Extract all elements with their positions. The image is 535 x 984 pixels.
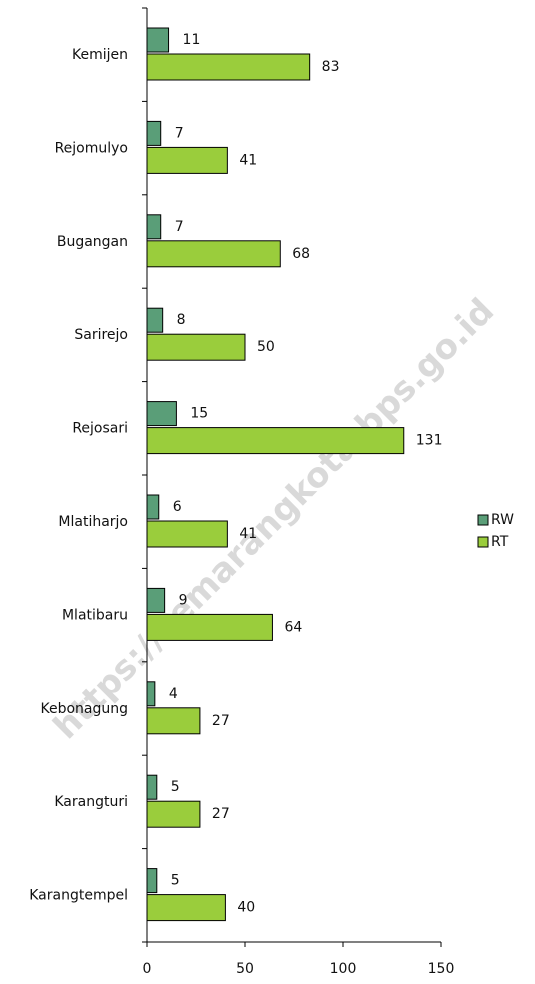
bar xyxy=(146,27,170,53)
value-label: 131 xyxy=(416,433,443,449)
legend-swatch xyxy=(477,514,489,526)
bar xyxy=(146,240,281,268)
bar xyxy=(146,868,158,894)
category-label: Kebonagung xyxy=(40,701,128,717)
bar xyxy=(146,520,228,548)
value-label: 5 xyxy=(171,873,180,889)
category-label: Karangturi xyxy=(54,794,128,810)
value-label: 8 xyxy=(177,312,186,328)
x-tick-label: 100 xyxy=(330,961,357,977)
value-label: 27 xyxy=(212,806,230,822)
x-tick-label: 50 xyxy=(236,961,254,977)
bar xyxy=(146,401,177,427)
value-label: 64 xyxy=(284,619,302,635)
category-label: Karangtempel xyxy=(29,888,128,904)
value-label: 15 xyxy=(190,406,208,422)
value-label: 41 xyxy=(239,526,257,542)
bar xyxy=(146,146,228,174)
value-label: 7 xyxy=(175,125,184,141)
category-label: Bugangan xyxy=(57,234,128,250)
value-label: 5 xyxy=(171,779,180,795)
value-label: 40 xyxy=(237,900,255,916)
category-label: Rejomulyo xyxy=(55,140,128,156)
bar xyxy=(146,613,273,641)
category-label: Mlatiharjo xyxy=(58,514,128,530)
value-label: 50 xyxy=(257,339,275,355)
category-label: Kemijen xyxy=(72,47,128,63)
value-label: 83 xyxy=(322,59,340,75)
x-tick-label: 150 xyxy=(428,961,455,977)
bar xyxy=(146,333,246,361)
bar xyxy=(146,681,156,707)
value-label: 4 xyxy=(169,686,178,702)
bar xyxy=(146,307,164,333)
value-label: 9 xyxy=(179,592,188,608)
value-label: 27 xyxy=(212,713,230,729)
bar xyxy=(146,774,158,800)
legend-label: RT xyxy=(491,534,509,550)
bar xyxy=(146,53,311,81)
value-label: 6 xyxy=(173,499,182,515)
value-label: 41 xyxy=(239,152,257,168)
bar xyxy=(146,427,405,455)
bar xyxy=(146,494,160,520)
category-label: Mlatibaru xyxy=(62,607,128,623)
x-tick-label: 0 xyxy=(143,961,152,977)
bar xyxy=(146,214,162,240)
value-label: 7 xyxy=(175,219,184,235)
bar xyxy=(146,707,201,735)
category-label: Rejosari xyxy=(72,421,128,437)
value-label: 68 xyxy=(292,246,310,262)
bar xyxy=(146,120,162,146)
bar xyxy=(146,800,201,828)
legend-swatch xyxy=(477,536,489,548)
bar xyxy=(146,894,226,922)
value-label: 11 xyxy=(183,32,201,48)
legend-label: RW xyxy=(491,512,514,528)
category-label: Sarirejo xyxy=(74,327,128,343)
bar xyxy=(146,587,166,613)
